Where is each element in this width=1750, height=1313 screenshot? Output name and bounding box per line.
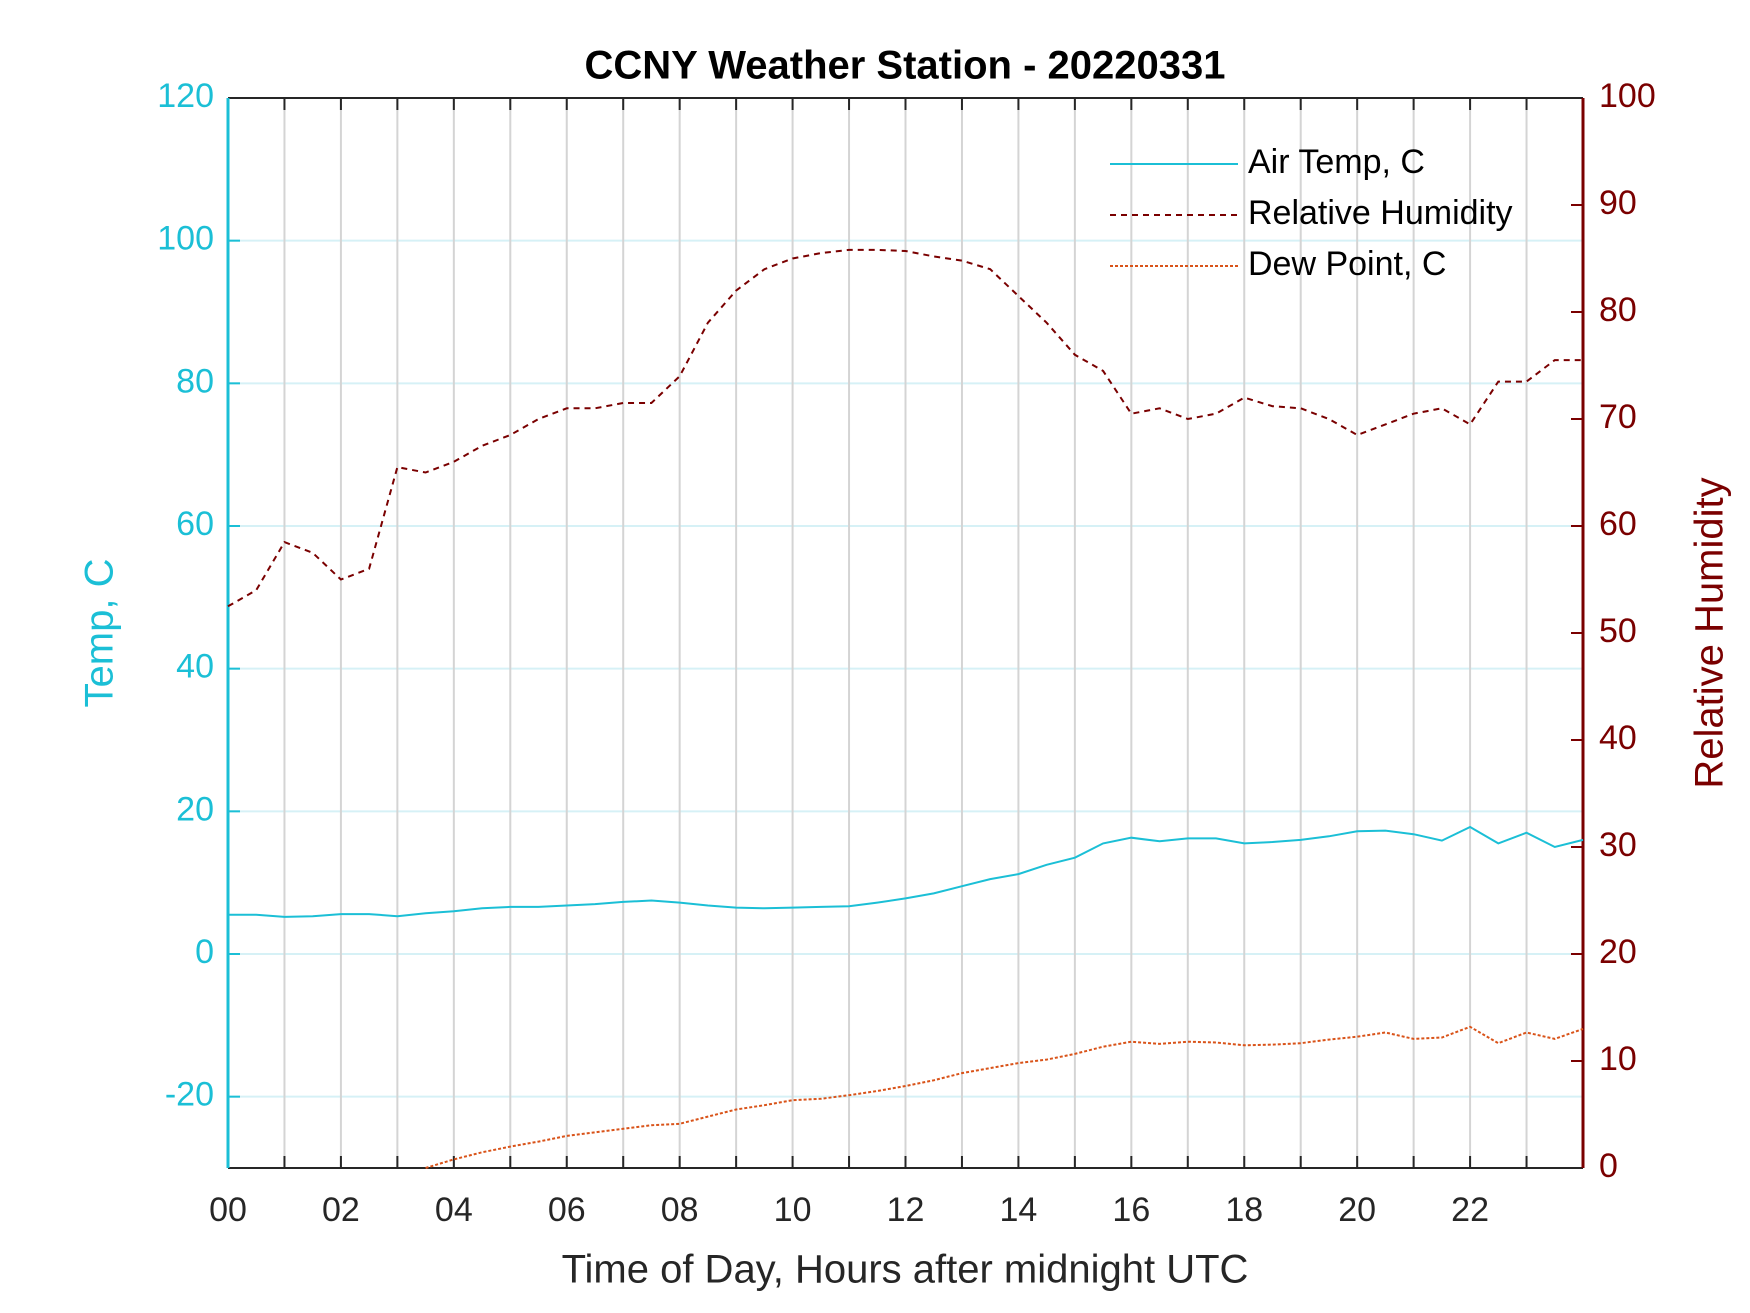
- data-line: [228, 825, 1584, 918]
- y-tick-label: -20: [165, 1076, 214, 1114]
- x-tick-label: 06: [548, 1191, 586, 1229]
- legend-label: Relative Humidity: [1248, 194, 1513, 232]
- x-tick-label: 18: [1225, 1191, 1263, 1229]
- y2-tick-label: 60: [1599, 505, 1637, 543]
- y2-tick-label: 90: [1599, 184, 1637, 222]
- x-tick-label: 04: [435, 1191, 473, 1229]
- y-axis-label: Temp, C: [78, 559, 122, 708]
- x-tick-label: 10: [774, 1191, 812, 1229]
- x-tick-label: 00: [209, 1191, 247, 1229]
- data-line: [425, 1025, 1584, 1169]
- x-tick-label: 14: [1000, 1191, 1038, 1229]
- y-tick-label: 40: [176, 648, 214, 686]
- y2-tick-label: 70: [1599, 398, 1637, 436]
- y2-tick-label: 0: [1599, 1147, 1618, 1185]
- y-tick-label: 120: [157, 77, 214, 115]
- chart-title: CCNY Weather Station - 20220331: [585, 44, 1226, 88]
- y2-tick-label: 50: [1599, 612, 1637, 650]
- x-axis-label: Time of Day, Hours after midnight UTC: [562, 1248, 1249, 1292]
- x-tick-label: 12: [887, 1191, 925, 1229]
- y2-tick-label: 40: [1599, 719, 1637, 757]
- y2-tick-label: 30: [1599, 826, 1637, 864]
- x-tick-label: 02: [322, 1191, 360, 1229]
- y-tick-label: 100: [157, 220, 214, 258]
- y2-axis-label: Relative Humidity: [1688, 477, 1732, 788]
- legend-label: Air Temp, C: [1248, 143, 1425, 181]
- x-tick-label: 22: [1451, 1191, 1489, 1229]
- x-tick-label: 20: [1338, 1191, 1376, 1229]
- y-tick-label: 80: [176, 362, 214, 400]
- y-tick-label: 20: [176, 790, 214, 828]
- x-tick-label: 16: [1112, 1191, 1150, 1229]
- y2-tick-label: 20: [1599, 933, 1637, 971]
- y2-tick-label: 100: [1599, 77, 1656, 115]
- legend-label: Dew Point, C: [1248, 245, 1446, 283]
- y-tick-label: 0: [195, 933, 214, 971]
- y-tick-label: 60: [176, 505, 214, 543]
- y2-tick-label: 10: [1599, 1040, 1637, 1078]
- x-tick-label: 08: [661, 1191, 699, 1229]
- y2-tick-label: 80: [1599, 291, 1637, 329]
- data-line: [227, 248, 1583, 608]
